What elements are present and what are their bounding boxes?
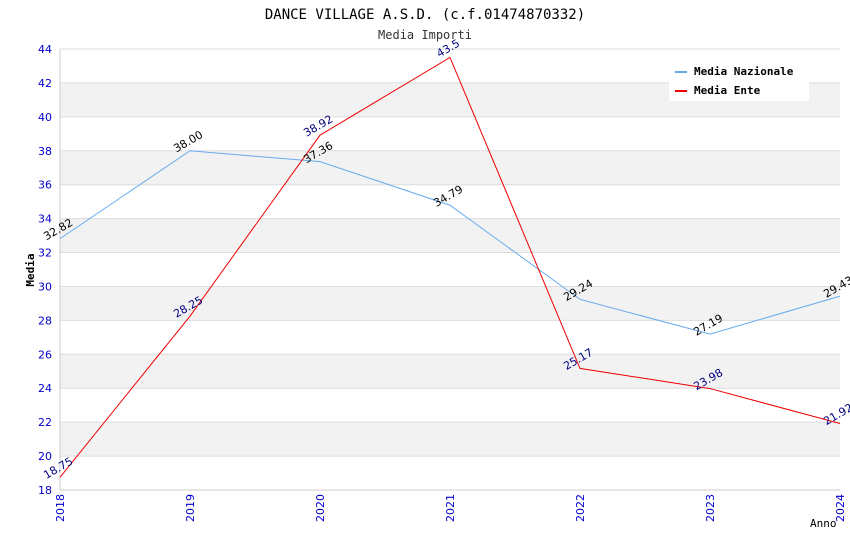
legend: Media Nazionale Media Ente — [669, 60, 809, 101]
y-tick-label: 42 — [38, 77, 52, 90]
x-tick-label: 2021 — [444, 494, 457, 522]
gridlines — [60, 48, 840, 491]
series-lines — [59, 56, 841, 478]
y-tick-label: 24 — [38, 382, 52, 395]
x-tick-label: 2023 — [704, 494, 717, 522]
series-line-media-nazionale — [59, 150, 841, 335]
y-tick-label: 28 — [38, 314, 52, 327]
y-tick-label: 32 — [38, 247, 52, 260]
plot-bands — [60, 82, 840, 457]
x-tick-label: 2019 — [184, 494, 197, 522]
x-tick-label: 2022 — [574, 494, 587, 522]
legend-label-media-nazionale: Media Nazionale — [694, 65, 794, 78]
y-tick-label: 22 — [38, 416, 52, 429]
plot-band — [60, 422, 840, 457]
y-tick-label: 20 — [38, 450, 52, 463]
y-tick-label: 38 — [38, 145, 52, 158]
y-tick-label: 36 — [38, 179, 52, 192]
plot-band — [60, 218, 840, 253]
chart-title: DANCE VILLAGE A.S.D. (c.f.01474870332) — [265, 7, 585, 23]
y-tick-label: 34 — [38, 213, 52, 226]
legend-box — [669, 60, 809, 101]
data-label: 34.79 — [431, 183, 465, 210]
x-axis-label: Anno — [810, 517, 837, 530]
plot-band — [60, 286, 840, 321]
plot-band — [60, 150, 840, 185]
y-tick-label: 30 — [38, 280, 52, 293]
y-tick-label: 44 — [38, 43, 52, 56]
series-line-media-ente — [59, 56, 841, 478]
y-tick-label: 40 — [38, 111, 52, 124]
plot-band — [60, 354, 840, 389]
x-tick-label: 2018 — [54, 494, 67, 522]
y-tick-label: 26 — [38, 348, 52, 361]
axes — [59, 49, 840, 491]
x-tick-label: 2020 — [314, 494, 327, 522]
y-tick-label: 18 — [38, 484, 52, 497]
x-tick-label: 2024 — [834, 494, 847, 522]
chart-subtitle: Media Importi — [378, 28, 472, 42]
y-axis-label: Media — [24, 253, 37, 286]
legend-label-media-ente: Media Ente — [694, 84, 761, 97]
